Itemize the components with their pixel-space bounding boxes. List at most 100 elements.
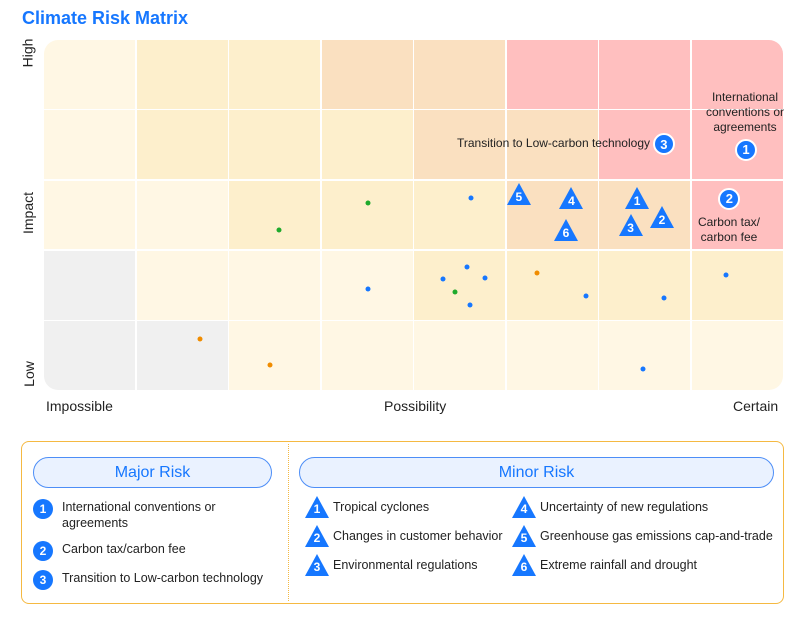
triangle-icon — [625, 187, 650, 210]
matrix-cell — [691, 321, 783, 390]
triangle-icon — [305, 496, 329, 518]
matrix-cell — [599, 180, 691, 250]
major-risk-marker: 3 — [33, 570, 53, 590]
y-label-impact: Impact — [20, 191, 37, 235]
matrix-cell — [506, 321, 598, 390]
matrix-cell — [599, 250, 691, 320]
minor-risk-marker: 4 — [559, 187, 584, 210]
minor-risk-legend-item: 2 Changes in customer behavior — [305, 525, 503, 547]
matrix-cell — [136, 40, 228, 109]
major-risk-marker: 2 — [718, 187, 741, 210]
x-label-certain: Certain — [733, 398, 779, 414]
matrix-cell — [414, 180, 506, 250]
marker-number: 3 — [313, 560, 321, 574]
legend-label: Transition to Low-carbon technology — [62, 571, 264, 585]
legend-divider — [288, 444, 289, 601]
minor-risk-marker: 1 — [625, 187, 650, 210]
data-point — [197, 336, 203, 342]
annotation-major-3: Transition to Low-carbon technology — [457, 136, 650, 150]
major-risk-legend-item: 2 Carbon tax/carbon fee — [33, 541, 273, 561]
matrix-cell — [44, 40, 136, 109]
matrix-cell — [414, 110, 506, 180]
legend-label: International conventions or agreements — [62, 500, 216, 530]
major-risk-marker: 3 — [652, 133, 675, 156]
minor-risk-marker: 1 — [305, 496, 329, 518]
legend-label: Carbon tax/carbon fee — [62, 542, 186, 556]
matrix-cell — [414, 250, 506, 320]
legend-label: Uncertainty of new regulations — [540, 500, 709, 514]
matrix-cell — [506, 250, 598, 320]
triangle-icon — [512, 496, 536, 518]
matrix-cell — [229, 180, 321, 250]
data-point — [440, 276, 446, 282]
triangle-icon — [618, 213, 643, 236]
matrix-cell — [44, 180, 136, 250]
major-risk-marker: 1 — [735, 138, 758, 161]
matrix-cell — [321, 250, 413, 320]
minor-risk-marker: 3 — [305, 554, 329, 576]
matrix-cell — [414, 40, 506, 109]
legend-label: Environmental regulations — [333, 558, 478, 572]
triangle-icon — [512, 554, 536, 576]
marker-number: 2 — [658, 213, 666, 228]
triangle-icon — [506, 183, 531, 205]
annotation-major-1: International conventions or agreements — [705, 90, 785, 134]
matrix-cell — [691, 250, 783, 320]
minor-risk-legend-item: 5 Greenhouse gas emissions cap-and-trade — [512, 525, 773, 547]
major-risk-header: Major Risk — [33, 457, 272, 488]
annotation-major-2: Carbon tax/ carbon fee — [697, 215, 761, 244]
matrix-cell — [136, 180, 228, 250]
data-point — [467, 302, 473, 308]
matrix-cell — [136, 321, 228, 390]
legend-label: Extreme rainfall and drought — [540, 558, 698, 572]
y-label-low: Low — [20, 361, 37, 387]
data-point — [468, 195, 474, 201]
matrix-cell — [229, 321, 321, 390]
data-point — [365, 200, 371, 206]
marker-number: 5 — [520, 531, 528, 545]
legend-box: Major Risk Minor Risk 1 International con… — [21, 441, 784, 604]
matrix-cell — [599, 40, 691, 109]
data-point — [452, 289, 458, 295]
minor-risk-marker: 6 — [553, 218, 578, 241]
matrix-cell — [321, 321, 413, 390]
triangle-icon — [553, 218, 578, 241]
data-point — [276, 227, 282, 233]
marker-number: 4 — [520, 502, 528, 516]
matrix-cell — [599, 321, 691, 390]
data-point — [482, 275, 488, 281]
matrix-cell — [599, 110, 691, 180]
data-point — [464, 264, 470, 270]
matrix-cell — [44, 110, 136, 180]
y-label-high: High — [19, 38, 36, 68]
matrix-cell — [691, 40, 783, 109]
matrix-cell — [136, 250, 228, 320]
risk-matrix-marks: International conventions or agreements … — [44, 40, 785, 390]
marker-number: 4 — [568, 194, 575, 209]
matrix-cell — [414, 321, 506, 390]
minor-risk-marker: 3 — [618, 213, 643, 236]
minor-risk-legend-item: 3 Environmental regulations — [305, 554, 478, 576]
marker-number: 2 — [313, 531, 321, 545]
minor-risk-marker: 6 — [512, 554, 536, 576]
matrix-cell — [506, 110, 598, 180]
matrix-cell — [506, 40, 598, 109]
minor-risk-marker: 2 — [649, 206, 674, 229]
marker-number: 5 — [515, 190, 523, 204]
minor-risk-marker: 5 — [506, 183, 531, 205]
data-point — [723, 272, 729, 278]
data-point — [640, 366, 646, 372]
legend-label: Greenhouse gas emissions cap-and-trade — [540, 529, 773, 543]
legend-label: Changes in customer behavior — [333, 529, 503, 543]
marker-number: 6 — [562, 225, 570, 240]
data-point — [661, 295, 667, 301]
chart-title: Climate Risk Matrix — [22, 8, 189, 28]
triangle-icon — [559, 187, 584, 210]
matrix-cell — [229, 250, 321, 320]
legend-label: Tropical cyclones — [333, 500, 430, 514]
marker-number: 1 — [633, 194, 641, 209]
data-point — [267, 362, 273, 368]
minor-risk-marker: 2 — [305, 525, 329, 547]
matrix-cell — [44, 250, 136, 320]
data-point — [534, 270, 540, 276]
